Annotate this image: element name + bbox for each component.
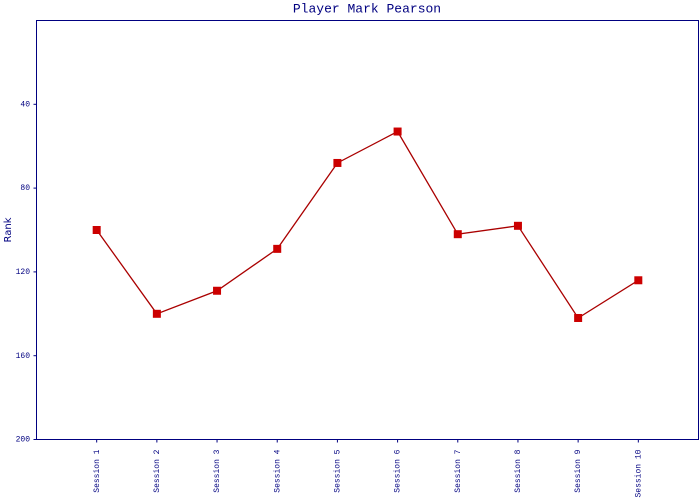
x-tick-label: Session 2 xyxy=(153,449,162,492)
y-tick-label: 40 xyxy=(20,100,30,109)
x-tick-label: Session 4 xyxy=(273,449,282,492)
y-tick-label: 200 xyxy=(16,436,31,445)
marker xyxy=(273,244,282,253)
y-tick-label: 80 xyxy=(20,184,30,193)
x-tick-label: Session 3 xyxy=(213,449,222,492)
chart-title: Player Mark Pearson xyxy=(293,1,441,16)
marker xyxy=(333,158,342,167)
x-tick-label: Session 9 xyxy=(574,449,583,492)
marker xyxy=(213,286,222,295)
marker xyxy=(574,313,583,322)
x-tick-label: Session 1 xyxy=(93,449,102,492)
marker xyxy=(92,226,101,234)
y-tick-label: 160 xyxy=(16,352,31,361)
y-tick-label: 120 xyxy=(16,268,31,277)
x-tick-label: Session 6 xyxy=(394,449,403,492)
marker xyxy=(634,276,643,285)
marker xyxy=(152,309,161,318)
x-tick-label: Session 5 xyxy=(334,449,343,492)
marker xyxy=(453,230,462,239)
plot-frame xyxy=(36,20,699,440)
x-tick-label: Session 8 xyxy=(514,449,523,492)
marker xyxy=(393,127,402,136)
x-tick-label: Session 10 xyxy=(634,449,643,497)
x-tick-label: Session 7 xyxy=(454,449,463,492)
y-axis-label: Rank xyxy=(3,217,14,242)
line xyxy=(96,130,639,319)
marker xyxy=(513,221,522,230)
